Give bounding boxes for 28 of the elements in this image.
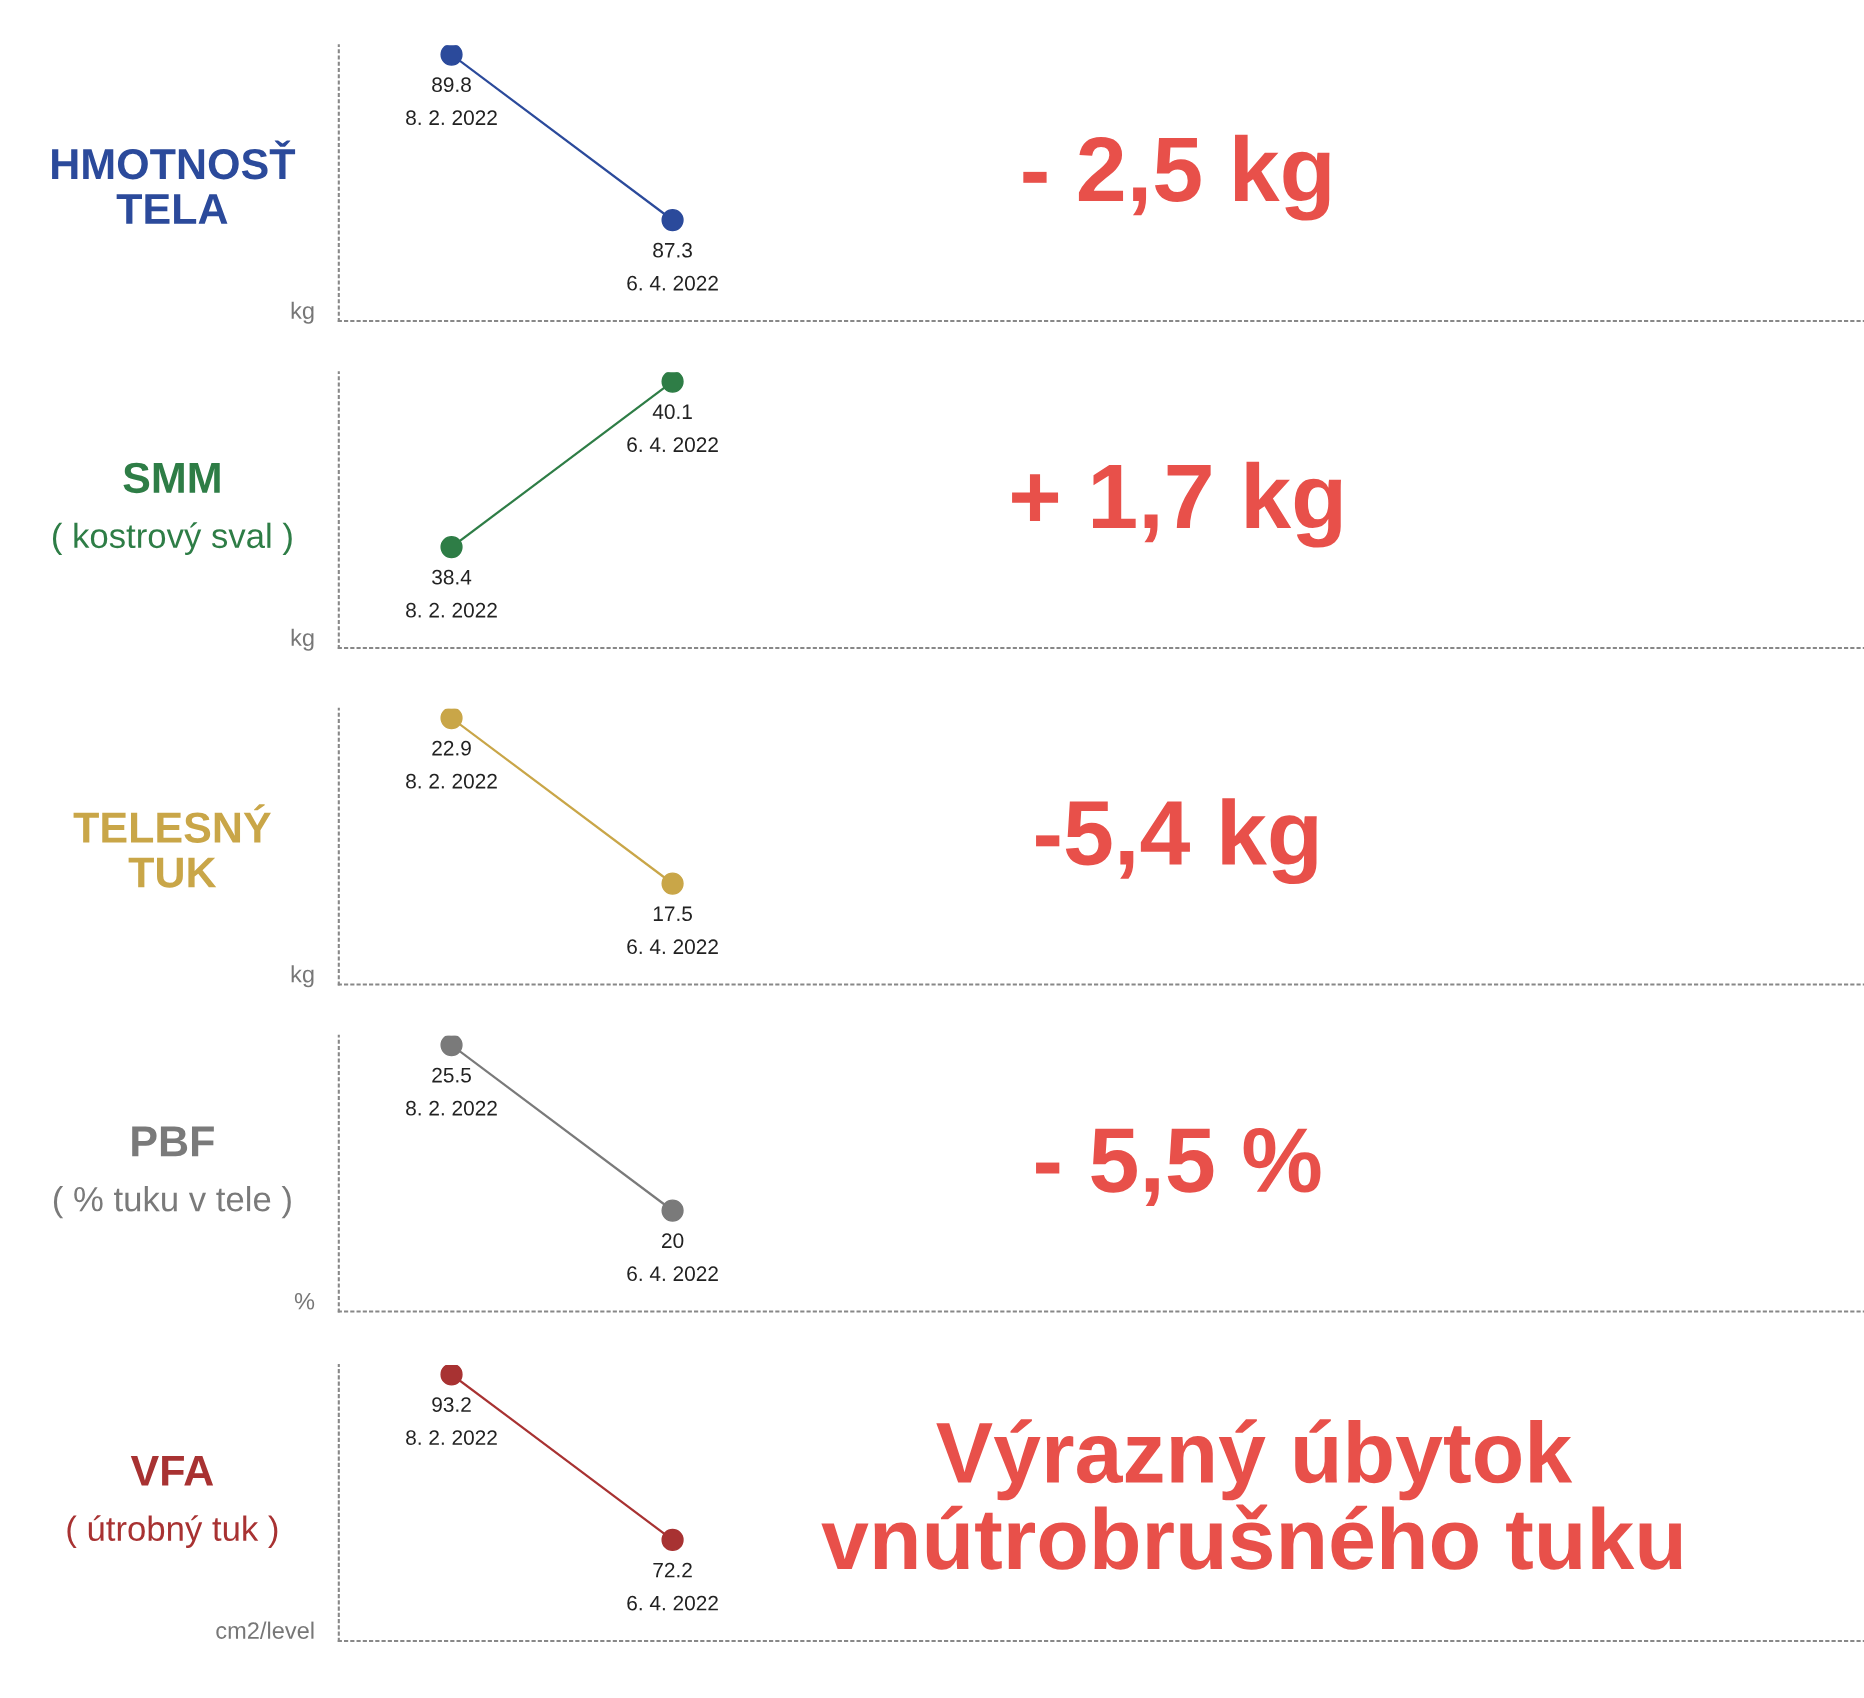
text: Výrazný úbytok vnútrobrušného tuku <box>821 1419 1682 1570</box>
text: ( útrobný tuk ) <box>67 1515 278 1548</box>
text: PBF <box>132 1126 214 1157</box>
data-label: 72.2 6. 4. 2022 <box>627 1562 718 1611</box>
text: -5,4 kg <box>1036 798 1317 885</box>
y-axis-title: kg <box>291 965 314 988</box>
data-label: 40.1 6. 4. 2022 <box>627 404 718 453</box>
data-label: 22.9 8. 2. 2022 <box>406 740 497 789</box>
data-label: 25.5 8. 2. 2022 <box>406 1067 497 1116</box>
text: ( % tuku v tele ) <box>53 1185 291 1219</box>
y-axis-title: kg <box>291 301 314 324</box>
text: - 2,5 kg <box>1023 134 1330 221</box>
y-axis-title: kg <box>291 628 314 651</box>
text: TELESNÝ TUK <box>73 804 271 888</box>
text: SMM <box>123 462 220 494</box>
data-label: 20 6. 4. 2022 <box>627 1233 718 1282</box>
text: HMOTNOSŤ TELA <box>52 140 296 224</box>
text: - 5,5 % <box>1036 1128 1321 1206</box>
data-label: 93.2 8. 2. 2022 <box>406 1397 497 1445</box>
y-axis-title: cm2/level <box>216 1621 314 1639</box>
text: VFA <box>130 1455 214 1486</box>
text: ( kostrový sval ) <box>52 522 292 556</box>
text: + 1,7 kg <box>1012 461 1341 548</box>
y-axis-title: % <box>294 1292 315 1310</box>
data-label: 87.3 6. 4. 2022 <box>627 242 718 291</box>
data-label: 38.4 8. 2. 2022 <box>406 569 497 618</box>
data-label: 89.8 8. 2. 2022 <box>406 77 497 126</box>
data-label: 17.5 6. 4. 2022 <box>627 906 718 955</box>
